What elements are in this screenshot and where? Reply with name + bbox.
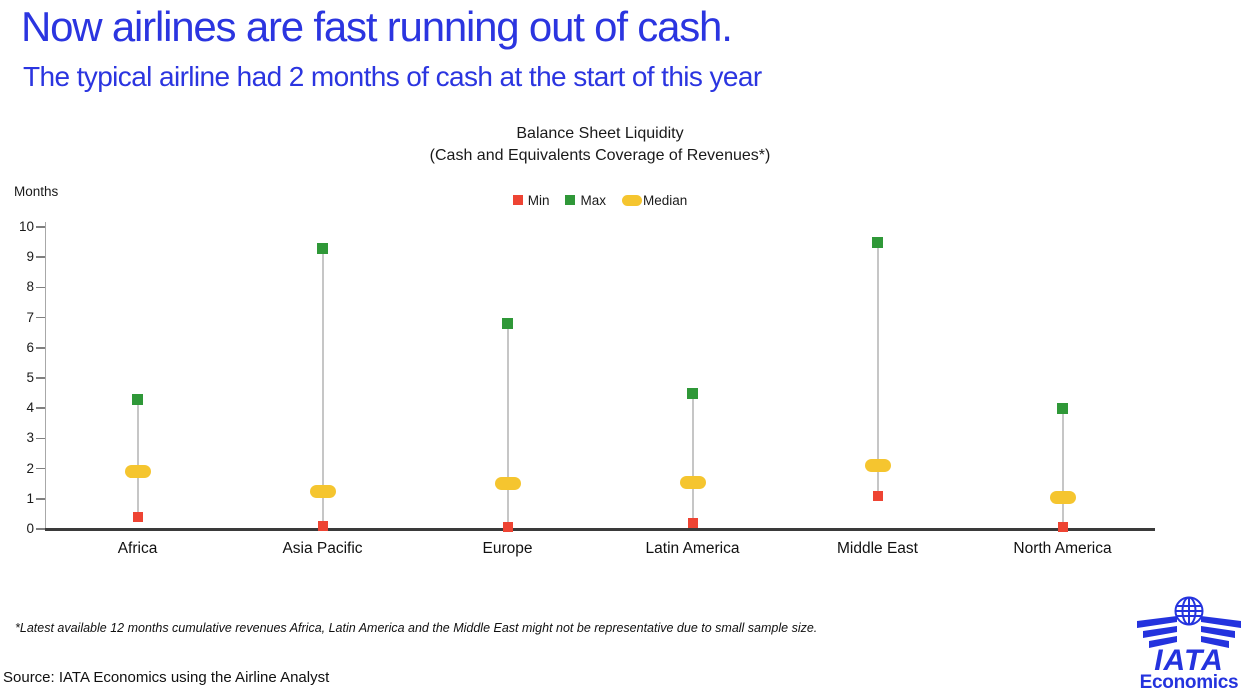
range-line xyxy=(691,393,694,523)
chart-subtitle: (Cash and Equivalents Coverage of Revenu… xyxy=(429,147,771,164)
y-tick-mark xyxy=(36,347,45,349)
y-tick-label: 8 xyxy=(26,279,34,295)
range-line xyxy=(136,399,139,517)
footnote: *Latest available 12 months cumulative r… xyxy=(15,621,818,635)
y-tick-mark xyxy=(36,286,45,289)
y-tick-label: 7 xyxy=(26,309,34,325)
min-marker xyxy=(872,490,883,501)
median-marker xyxy=(1049,490,1076,504)
category-label: Latin America xyxy=(645,540,740,557)
category-label: Africa xyxy=(117,540,158,557)
y-tick-label: 2 xyxy=(26,460,34,476)
range-line xyxy=(1061,408,1064,528)
y-tick-mark xyxy=(36,377,45,379)
category-label: Europe xyxy=(482,540,533,557)
legend-item-median: Median xyxy=(622,193,687,208)
legend-label: Min xyxy=(527,192,550,208)
min-marker xyxy=(132,511,143,522)
chart-legend: Min Max Median xyxy=(45,191,1155,209)
median-marker xyxy=(679,475,706,489)
min-marker xyxy=(317,520,328,531)
max-marker xyxy=(687,387,698,399)
y-tick-mark xyxy=(36,437,45,440)
max-marker xyxy=(502,318,513,330)
source-attribution: Source: IATA Economics using the Airline… xyxy=(3,669,330,686)
y-axis-label: Months xyxy=(14,184,59,199)
min-marker xyxy=(502,522,513,533)
y-tick-label: 3 xyxy=(26,430,34,446)
median-marker xyxy=(864,459,891,473)
legend-label: Median xyxy=(643,192,688,208)
y-tick-mark xyxy=(36,528,45,530)
category-label: Middle East xyxy=(837,540,918,557)
y-tick-label: 1 xyxy=(26,490,34,506)
y-tick-mark xyxy=(36,226,45,228)
max-marker xyxy=(1057,402,1068,414)
min-marker xyxy=(1057,522,1068,533)
y-tick-mark xyxy=(36,498,45,500)
range-line xyxy=(876,242,879,496)
iata-wordmark: IATA xyxy=(1154,644,1224,674)
legend-min-swatch-icon xyxy=(512,195,523,205)
range-line xyxy=(506,323,509,528)
category-label: Asia Pacific xyxy=(282,540,363,557)
y-tick-label: 9 xyxy=(26,249,34,265)
max-marker xyxy=(872,236,883,248)
max-marker xyxy=(317,242,328,254)
legend-median-swatch-icon xyxy=(622,194,642,206)
median-marker xyxy=(494,477,521,491)
y-axis-line xyxy=(44,222,46,530)
y-tick-label: 10 xyxy=(18,219,34,234)
category-label: North America xyxy=(1013,540,1112,557)
y-tick-label: 4 xyxy=(26,400,34,416)
iata-wings-globe-icon: IATA xyxy=(1137,596,1241,674)
max-marker xyxy=(132,393,143,405)
legend-max-swatch-icon xyxy=(565,195,576,205)
chart-title: Balance Sheet Liquidity xyxy=(516,125,684,142)
x-axis-line xyxy=(45,528,1155,531)
iata-logo: IATA Economics xyxy=(1133,594,1245,696)
y-tick-label: 5 xyxy=(26,370,34,385)
y-tick-mark xyxy=(36,407,45,409)
page-subtitle: The typical airline had 2 months of cash… xyxy=(23,61,762,92)
logo-division-label: Economics xyxy=(1139,672,1239,693)
y-tick-mark xyxy=(36,467,45,470)
legend-item-min: Min xyxy=(512,192,550,208)
y-tick-label: 6 xyxy=(26,339,34,355)
legend-label: Max xyxy=(580,192,606,208)
median-marker xyxy=(124,465,151,479)
median-marker xyxy=(309,484,336,498)
legend-item-max: Max xyxy=(565,193,606,208)
y-tick-label: 0 xyxy=(26,521,34,536)
y-tick-mark xyxy=(36,316,45,319)
min-marker xyxy=(687,517,698,528)
range-line xyxy=(321,248,324,526)
y-tick-mark xyxy=(36,256,45,258)
page-title: Now airlines are fast running out of cas… xyxy=(21,3,733,50)
